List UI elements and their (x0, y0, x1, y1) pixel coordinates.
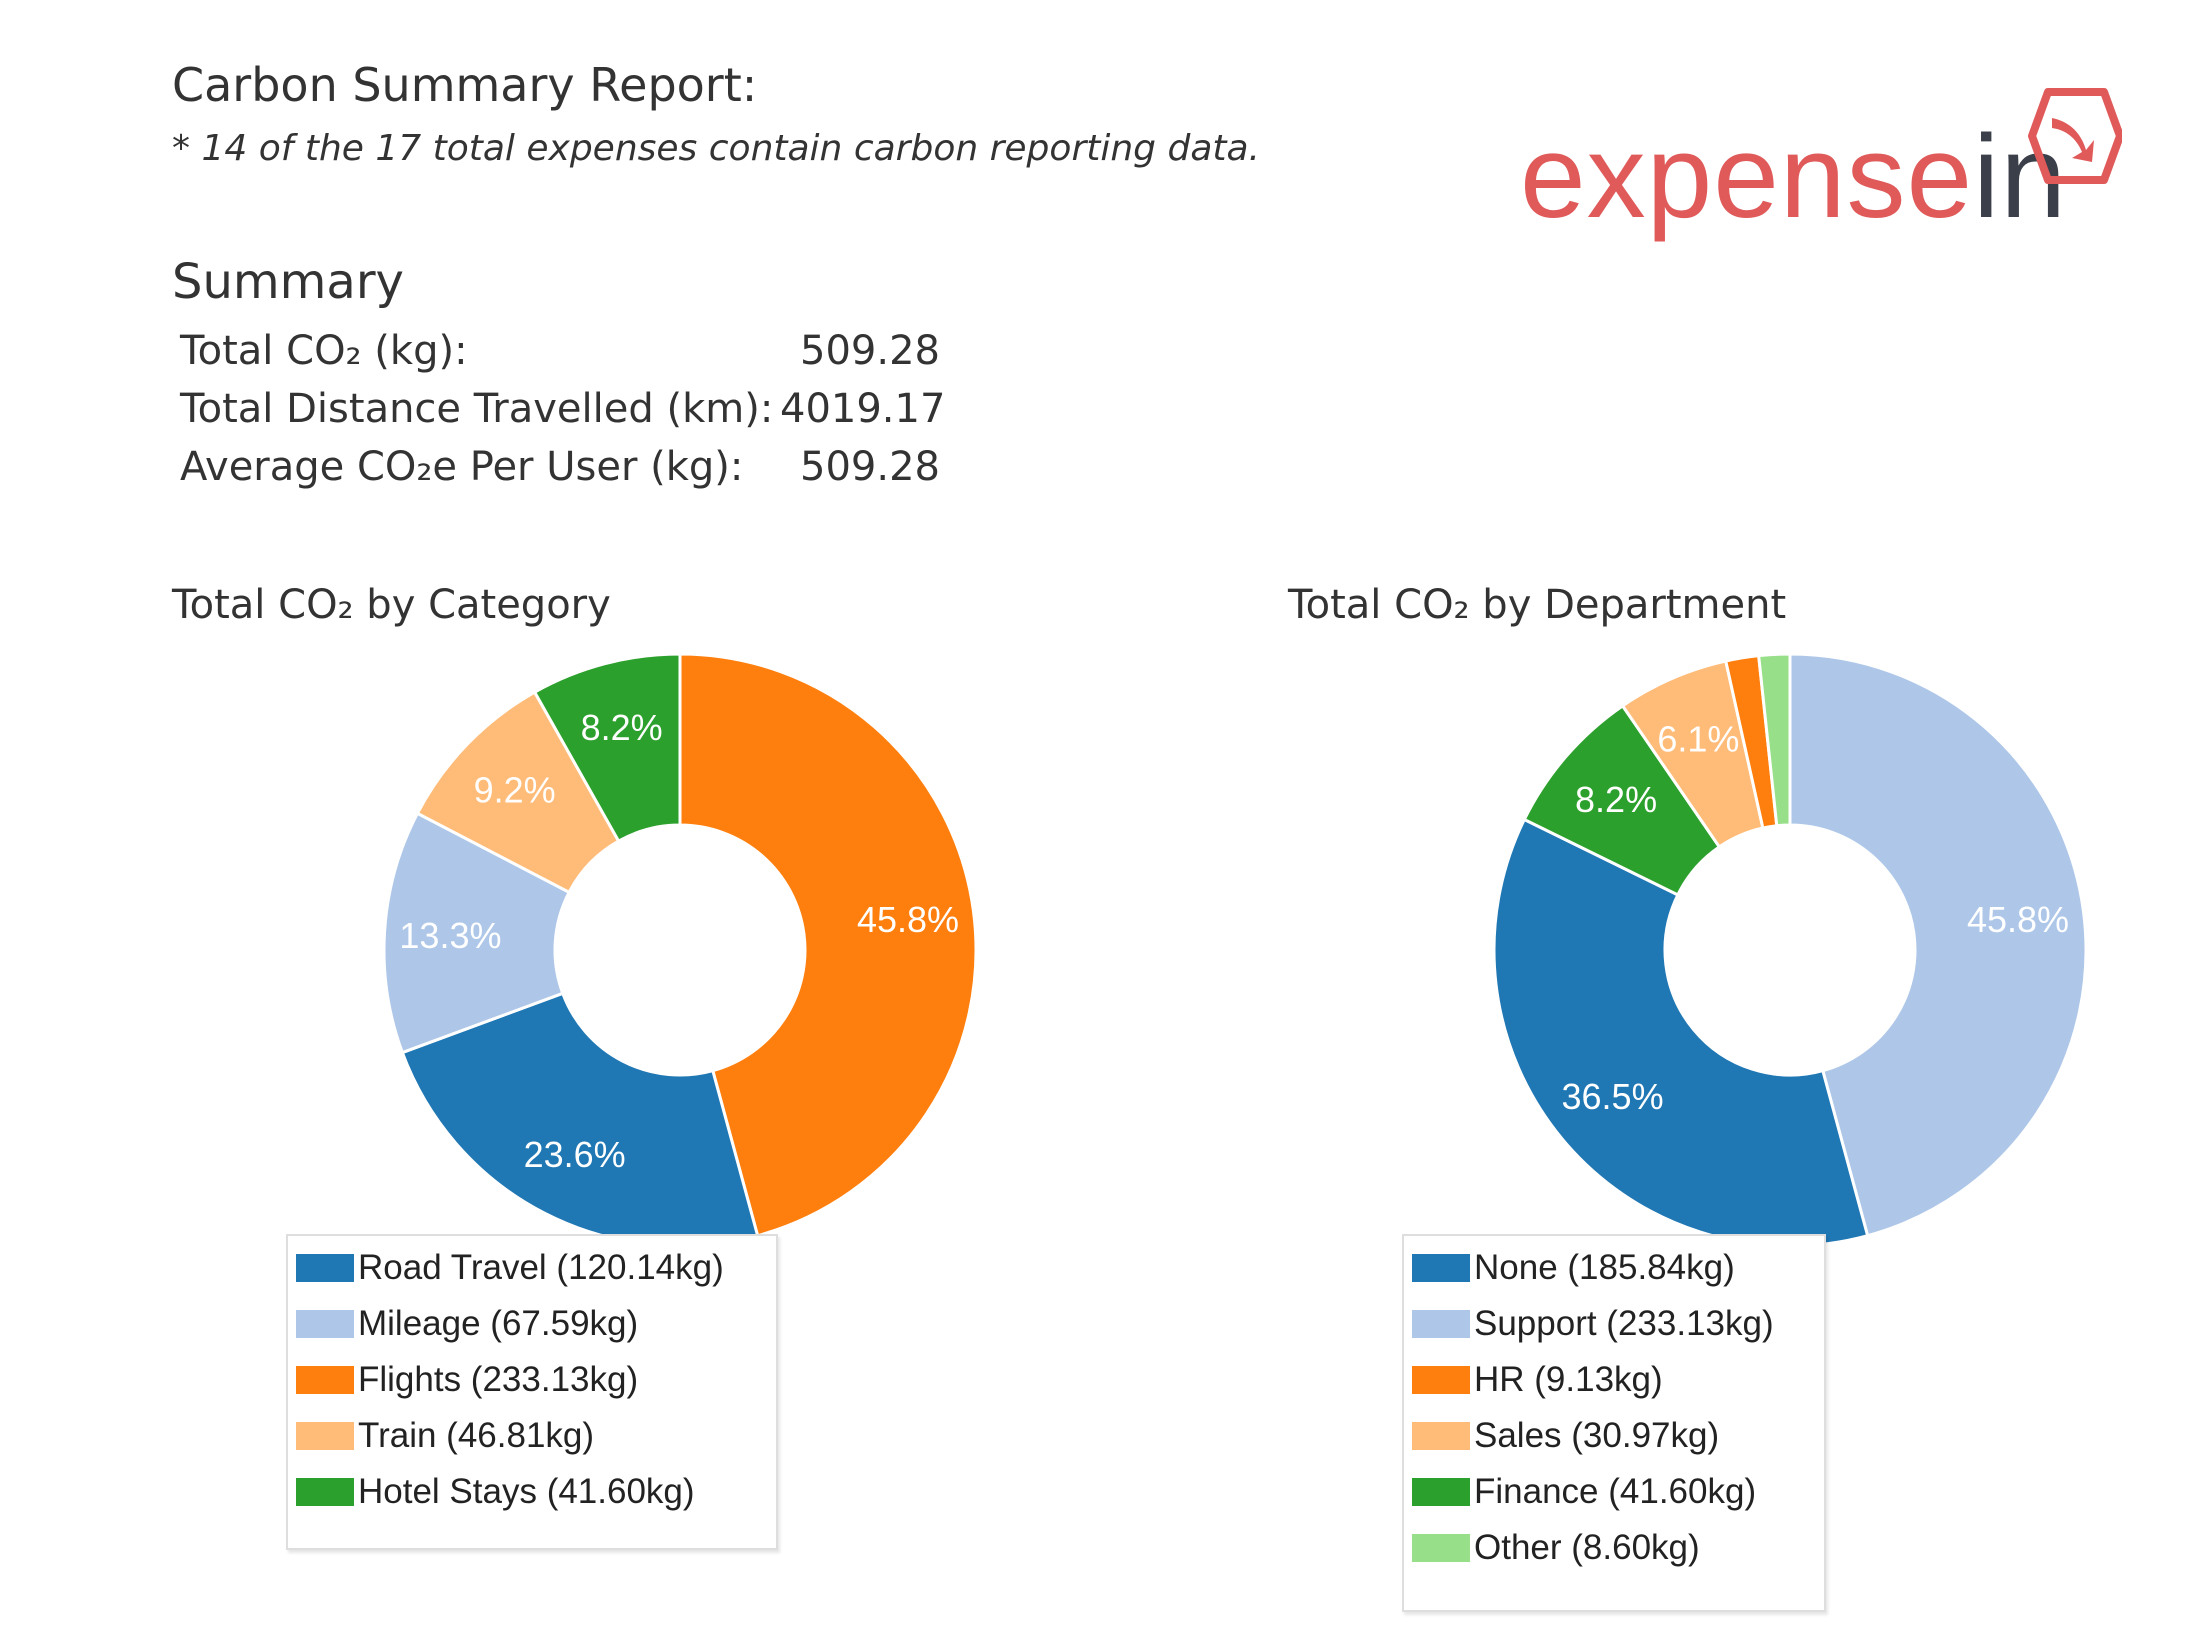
summary-label-total-distance: Total Distance Travelled (km): (180, 386, 774, 432)
department-slice-other (1757, 652, 1792, 828)
department-slice-support (1788, 652, 2088, 1238)
legend-swatch (296, 1310, 354, 1338)
category-legend-item-mileage: Mileage (67.59kg) (296, 1304, 638, 1344)
legend-swatch (296, 1254, 354, 1282)
department-legend-item-finance: Finance (41.60kg) (1412, 1472, 1756, 1512)
category-chart-title: Total CO₂ by Category (172, 582, 611, 628)
report-note: * 14 of the 17 total expenses contain ca… (172, 128, 1260, 169)
department-donut-chart: 45.8% 36.5% 8.2%6.1% (1492, 652, 2088, 1248)
category-slice-flights (678, 652, 978, 1238)
summary-label-total-co2: Total CO₂ (kg): (180, 328, 468, 374)
category-legend-item-road-travel: Road Travel (120.14kg) (296, 1248, 724, 1288)
summary-value-average-co2e: 509.28 (800, 444, 940, 490)
legend-swatch (296, 1422, 354, 1450)
expensein-logo: expensein (1520, 118, 2067, 236)
legend-label: None (185.84kg) (1474, 1248, 1735, 1287)
department-legend-item-sales: Sales (30.97kg) (1412, 1416, 1719, 1456)
legend-swatch (296, 1366, 354, 1394)
category-donut-chart: 45.8% 23.6% 13.3% 9.2% 8.2% (382, 652, 978, 1248)
legend-label: Mileage (67.59kg) (358, 1304, 639, 1343)
arrow-hexagon-icon (2028, 88, 2122, 184)
legend-label: Support (233.13kg) (1474, 1304, 1774, 1343)
department-label-finance: 8.2% (1575, 779, 1657, 820)
department-label-none: 36.5% (1562, 1076, 1664, 1117)
department-label-sales: 6.1% (1657, 719, 1739, 760)
logo-text-main: expense (1520, 111, 1974, 243)
department-label-support: 45.8% (1967, 899, 2069, 940)
category-label-train: 9.2% (474, 770, 556, 811)
legend-label: Flights (233.13kg) (358, 1360, 639, 1399)
legend-label: HR (9.13kg) (1474, 1360, 1663, 1399)
legend-swatch (1412, 1478, 1470, 1506)
department-legend-item-none: None (185.84kg) (1412, 1248, 1735, 1288)
department-chart-title: Total CO₂ by Department (1288, 582, 1787, 628)
summary-value-total-co2: 509.28 (800, 328, 940, 374)
legend-label: Hotel Stays (41.60kg) (358, 1472, 695, 1511)
department-legend-item-support: Support (233.13kg) (1412, 1304, 1774, 1344)
report-title: Carbon Summary Report: (172, 58, 758, 112)
legend-swatch (1412, 1254, 1470, 1282)
legend-label: Road Travel (120.14kg) (358, 1248, 724, 1287)
category-slice-hotel-stays (532, 652, 682, 844)
department-legend-item-hr: HR (9.13kg) (1412, 1360, 1663, 1400)
legend-swatch (1412, 1366, 1470, 1394)
category-label-mileage: 13.3% (399, 915, 501, 956)
category-legend-item-train: Train (46.81kg) (296, 1416, 594, 1456)
department-legend-item-other: Other (8.60kg) (1412, 1528, 1700, 1568)
legend-label: Train (46.81kg) (358, 1416, 595, 1455)
summary-value-total-distance: 4019.17 (780, 386, 946, 432)
category-legend: Road Travel (120.14kg) Mileage (67.59kg) F… (286, 1234, 778, 1550)
legend-swatch (1412, 1534, 1470, 1562)
category-legend-item-flights: Flights (233.13kg) (296, 1360, 638, 1400)
category-label-road-travel: 23.6% (524, 1134, 626, 1175)
category-legend-item-hotel-stays: Hotel Stays (41.60kg) (296, 1472, 695, 1512)
legend-label: Finance (41.60kg) (1474, 1472, 1757, 1511)
legend-swatch (1412, 1422, 1470, 1450)
category-label-hotel-stays: 8.2% (581, 707, 663, 748)
legend-swatch (1412, 1310, 1470, 1338)
legend-label: Sales (30.97kg) (1474, 1416, 1720, 1455)
summary-label-average-co2e: Average CO₂e Per User (kg): (180, 444, 744, 490)
department-legend: None (185.84kg) Support (233.13kg) HR (9.1… (1402, 1234, 1826, 1612)
category-label-flights: 45.8% (857, 899, 959, 940)
legend-label: Other (8.60kg) (1474, 1528, 1700, 1567)
department-slice-none (1492, 817, 1870, 1248)
category-slice-mileage (382, 811, 572, 1055)
summary-heading: Summary (172, 254, 404, 310)
legend-swatch (296, 1478, 354, 1506)
